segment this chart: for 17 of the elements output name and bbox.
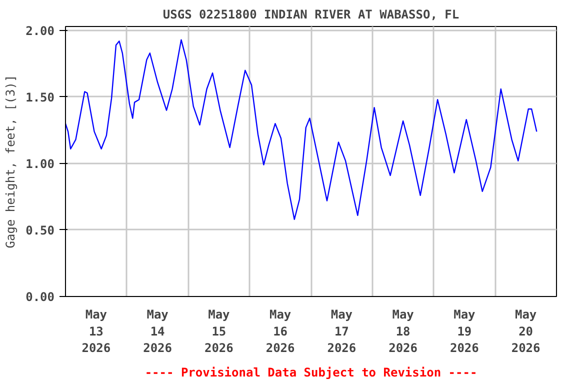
x-tick-label: May 17 2026 bbox=[327, 308, 356, 356]
x-tick-label: May 19 2026 bbox=[450, 308, 479, 356]
text: ---- Provisional Data Subject to Revision ---- bbox=[144, 366, 478, 380]
y-tick-label: 0.00 bbox=[26, 290, 55, 304]
y-tick-label: 2.00 bbox=[26, 24, 55, 38]
x-tick-label: May 16 2026 bbox=[266, 308, 295, 356]
line-series bbox=[66, 39, 538, 220]
y-tick-label: 0.50 bbox=[26, 224, 55, 238]
x-tick-label: May 15 2026 bbox=[204, 308, 234, 356]
x-tick-label: May 14 2026 bbox=[143, 308, 172, 356]
chart-title: USGS 02251800 INDIAN RIVER AT WABASSO, FL bbox=[162, 8, 460, 22]
y-axis-title: Gage height, feet, [(3)] bbox=[4, 74, 18, 248]
y-tick-label: 1.50 bbox=[26, 90, 55, 104]
x-tick-label: May 13 2026 bbox=[82, 308, 111, 356]
x-tick-label: May 20 2026 bbox=[511, 308, 540, 356]
y-tick-label: 1.00 bbox=[26, 156, 55, 171]
x-tick-label: May 18 2026 bbox=[388, 308, 418, 356]
